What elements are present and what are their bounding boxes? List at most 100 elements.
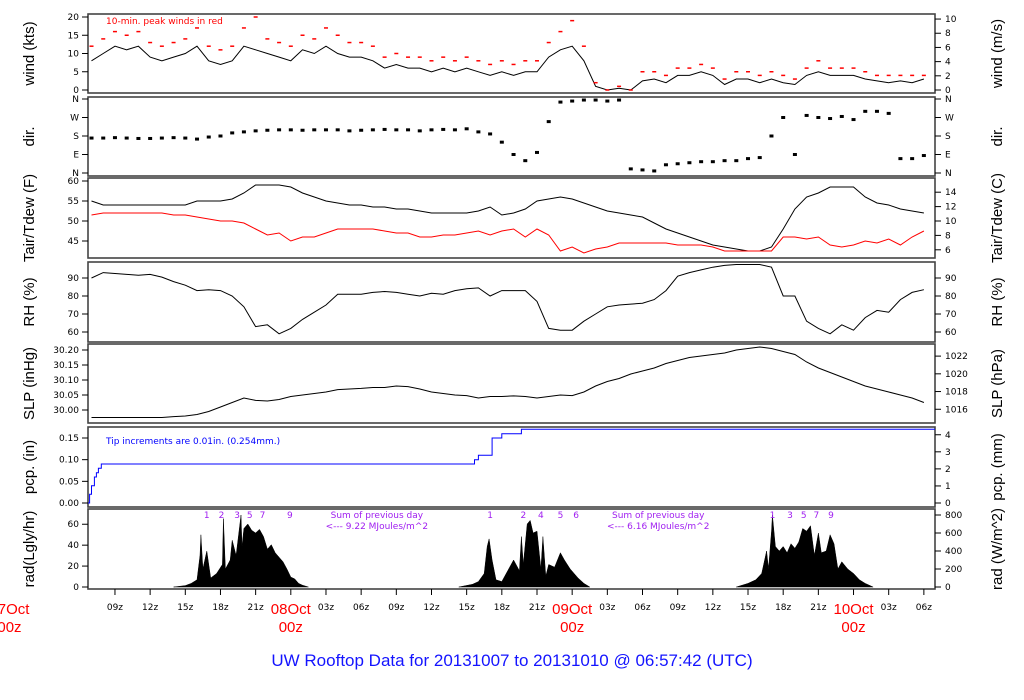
x-tick-label: 12z [423,603,439,613]
right-y-axis-title: pcp. (mm) [989,433,1006,501]
tair-line [91,184,924,252]
wind-dir-point [359,128,364,132]
radiation-marker-label: 7 [814,511,820,521]
radiation-area [458,519,591,588]
x-tick-label: 15z [459,603,475,613]
wind-dir-point [406,128,411,132]
date-label: 07Oct [0,601,30,618]
y-tick-label: S [73,132,79,142]
radiation-marker-label: 7 [260,511,266,521]
x-tick-label: 18z [494,603,510,613]
y-tick-label: 15 [68,31,79,41]
wind-dir-point [159,136,164,140]
wind-dir-point [874,109,879,113]
wind-dir-point [89,136,94,140]
date-hour-label: 00z [841,619,865,636]
right-y-tick-label: 10 [945,15,957,25]
wind-dir-point [241,130,246,134]
panel-slp: 30.00 30.05 30.10 30.15 30.20 1016 1018 1020 102… [21,343,1006,424]
chart-title: UW Rooftop Data for 20131007 to 20131010… [271,651,752,670]
wind-dir-point [429,128,434,132]
wind-dir-point [781,116,786,119]
x-tick-label: 03z [318,603,334,613]
y-tick-label: 90 [68,274,80,284]
y-axis-title: dir. [21,126,38,146]
y-axis-title: wind (kts) [21,21,38,86]
date-label: 10Oct [834,601,875,618]
wind-dir-point [863,109,868,113]
wind-dir-point [628,167,633,171]
y-axis-title: rad(Lgly/hr) [21,511,38,588]
x-tick-label: 09z [107,603,123,613]
wind-dir-point [206,135,211,139]
date-hour-label: 00z [0,619,22,636]
y-tick-label: 0.00 [59,499,79,509]
wind-dir-point [605,99,610,103]
daily-sum-label: Sum of previous day [331,511,424,521]
y-tick-label: 0.15 [59,434,79,444]
wind-dir-point [417,129,422,133]
panel-frame [87,261,936,343]
y-tick-label: 0 [73,86,79,96]
right-y-tick-label: 8 [945,29,951,39]
wind-dir-point [370,128,375,132]
right-y-tick-label: 0 [945,499,951,509]
panel-rh: 60 70 80 90 60 70 80 90 RH (%) RH (%) [21,261,1006,343]
panel-frame [87,177,936,259]
right-y-tick-label: 1 [945,482,951,492]
radiation-marker-label: 5 [558,511,564,521]
right-y-tick-label: 6 [945,43,951,53]
wind-dir-point [581,98,586,102]
wind-dir-point [839,114,844,118]
right-y-axis-title: dir. [989,126,1006,146]
daily-sum-value: <--- 6.16 MJoules/m^2 [607,522,709,532]
y-tick-label: 30.20 [53,346,79,356]
wind-dir-point [898,157,903,161]
date-label: 08Oct [271,601,312,618]
right-y-tick-label: 4 [945,431,951,441]
radiation-marker-label: 3 [787,511,793,521]
wind-dir-point [300,128,305,132]
y-tick-label: 60 [68,520,80,530]
x-tick-label: 15z [740,603,756,613]
wind-dir-point [640,168,645,172]
right-y-tick-label: 1016 [945,405,968,415]
right-y-tick-label: 60 [945,328,957,338]
daily-sum-value: <--- 9.22 MJoules/m^2 [326,522,428,532]
wind-dir-point [230,131,235,135]
x-tick-label: 21z [529,603,545,613]
panel-pcp: 0.00 0.05 0.10 0.15 0 1 2 3 4 pcp. (in) pcp. (mm) T… [21,426,1006,509]
wind-dir-point [558,100,563,104]
wind-dir-point [886,111,891,115]
wind-dir-point [534,150,539,154]
x-tick-label: 12z [705,603,721,613]
y-tick-label: 30.10 [53,376,79,386]
y-tick-label: 70 [68,310,80,320]
wind-dir-point [593,98,598,102]
radiation-marker-label: 9 [287,511,293,521]
radiation-area [736,514,874,588]
y-tick-label: 60 [68,177,80,187]
y-tick-label: 20 [68,13,80,23]
x-tick-label: 18z [212,603,228,613]
wind-dir-point [828,117,833,121]
y-axis-title: SLP (inHg) [21,347,38,420]
wind-dir-point [523,159,528,163]
panel-frame [87,508,936,590]
wind-speed-line [91,45,925,91]
panel-frame [87,426,936,508]
wind-dir-point [816,116,821,119]
right-y-tick-label: 80 [945,292,957,302]
y-axis-title: Tair/Tdew (F) [21,174,38,262]
right-y-axis-title: RH (%) [989,277,1006,326]
wind-dir-point [710,160,715,164]
radiation-area [173,514,309,588]
y-axis-title: RH (%) [21,277,38,326]
y-tick-label: 40 [68,541,80,551]
wind-dir-point [687,161,692,165]
panel-wind: 0 5 10 15 20 0 2 4 6 8 10 wind (kts) wind (m/s) 10-mi… [21,13,1006,96]
radiation-marker-label: 2 [520,511,526,521]
right-y-tick-label: 70 [945,310,957,320]
radiation-marker-label: 3 [234,511,240,521]
